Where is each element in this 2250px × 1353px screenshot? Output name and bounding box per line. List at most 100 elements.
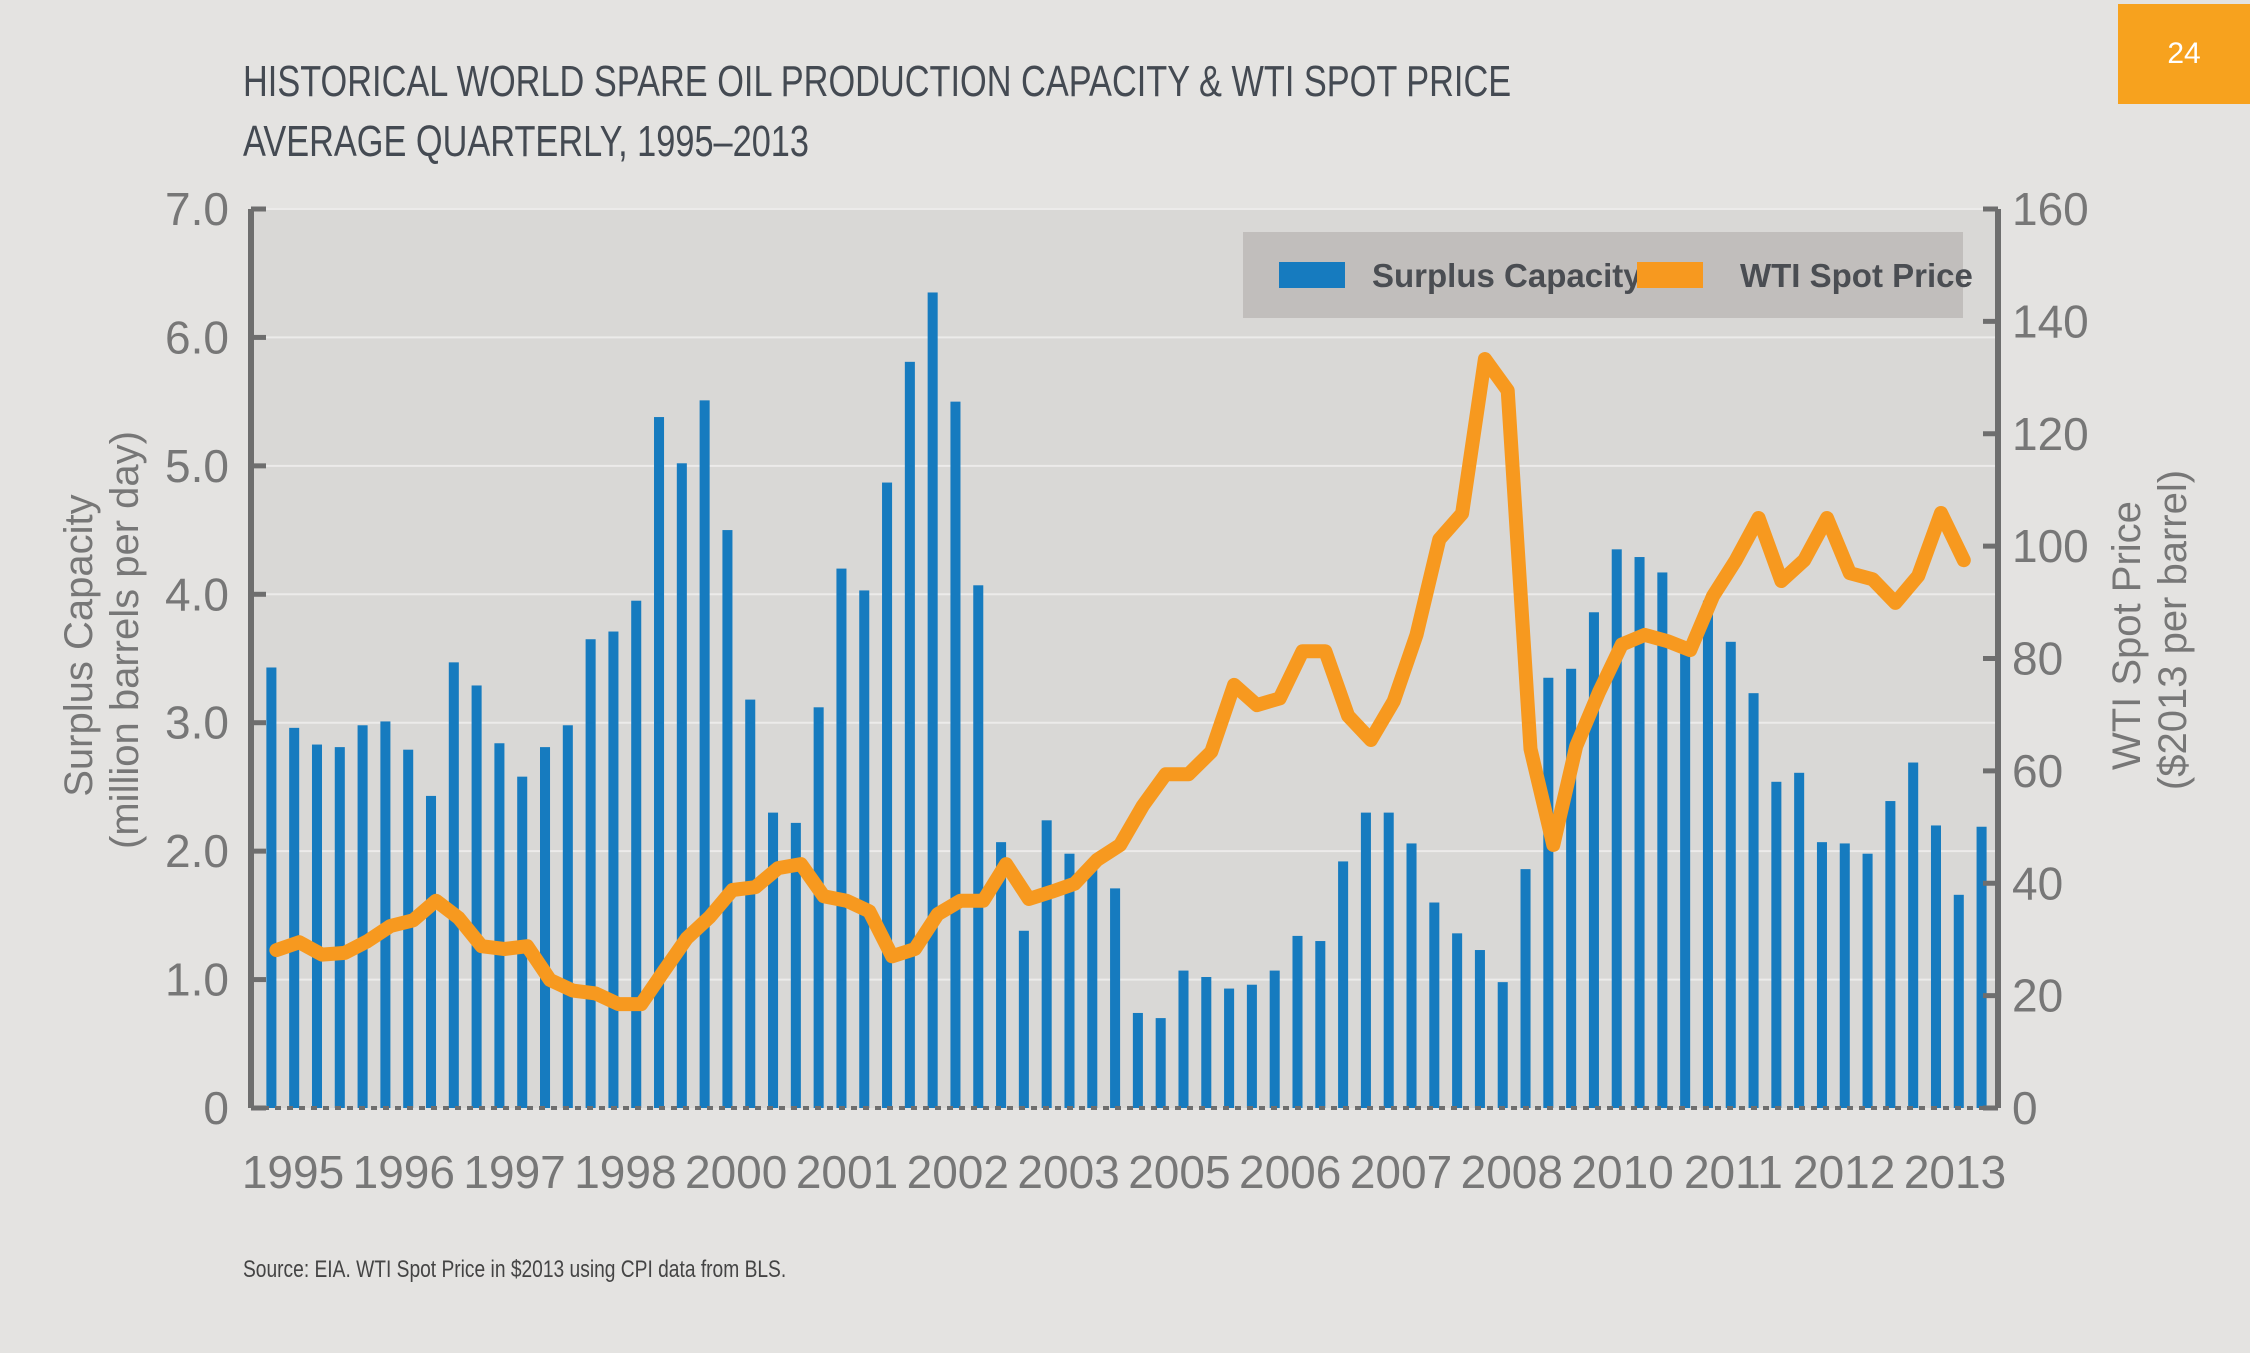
left-tick-label: 6.0 — [165, 311, 229, 363]
bar — [722, 530, 733, 1108]
source-note: Source: EIA. WTI Spot Price in $2013 usi… — [243, 1256, 787, 1283]
bar — [768, 812, 779, 1108]
bar — [1064, 853, 1075, 1108]
left-tick-label: 2.0 — [165, 825, 229, 877]
bar — [1406, 843, 1417, 1108]
left-tick-label: 1.0 — [165, 954, 229, 1006]
bar — [1201, 977, 1212, 1108]
bar — [1885, 801, 1896, 1108]
bar — [1087, 863, 1098, 1108]
line-series-wti — [269, 352, 1971, 1012]
bar — [1292, 935, 1303, 1108]
bar — [1383, 812, 1394, 1108]
x-tick-label: 2013 — [1904, 1146, 2006, 1198]
x-tick-labels: 1995 1996 1997 1998 2000 2001 2002 2003 2005 2006… — [242, 1146, 2006, 1198]
bar — [1588, 612, 1599, 1108]
bar — [1908, 762, 1919, 1108]
bar — [654, 417, 665, 1108]
x-tick-label: 2000 — [685, 1146, 787, 1198]
bar — [1976, 826, 1987, 1108]
x-tick-label: 2003 — [1017, 1146, 1119, 1198]
right-tick-label: 0 — [2012, 1082, 2038, 1134]
bar — [425, 795, 437, 1108]
bar — [631, 600, 642, 1108]
bar — [448, 662, 459, 1108]
right-y-tick-labels: 0 20 40 60 80 100 120 140 160 — [2012, 183, 2089, 1134]
legend-label-surplus-capacity: Surplus Capacity — [1372, 257, 1642, 294]
bar — [1474, 950, 1485, 1108]
bar — [1702, 600, 1713, 1108]
bar — [1360, 812, 1371, 1108]
right-tick-label: 60 — [2012, 745, 2063, 797]
x-tick-label: 1997 — [463, 1146, 565, 1198]
x-tick-label: 2012 — [1793, 1146, 1895, 1198]
bar — [1839, 843, 1850, 1108]
bar — [813, 707, 824, 1108]
bar — [1566, 668, 1577, 1108]
bar — [1657, 572, 1668, 1108]
x-tick-label: 1996 — [353, 1146, 455, 1198]
chart-title-line1: HISTORICAL WORLD SPARE OIL PRODUCTION CA… — [243, 57, 1512, 106]
bar — [1315, 941, 1326, 1108]
right-axis-title: WTI Spot Price ($2013 per barrel) — [2105, 470, 2195, 790]
bar — [1748, 693, 1759, 1108]
x-tick-label: 2002 — [907, 1146, 1009, 1198]
bar — [996, 842, 1007, 1108]
legend-swatch-wti — [1637, 262, 1703, 288]
bar — [1041, 820, 1052, 1108]
right-tick-label: 140 — [2012, 295, 2089, 347]
bar — [1497, 982, 1508, 1108]
right-tick-label: 80 — [2012, 633, 2063, 685]
bar — [1725, 641, 1736, 1108]
bar — [950, 401, 961, 1109]
x-tick-label: 2006 — [1239, 1146, 1341, 1198]
plot-area — [251, 209, 1998, 1108]
legend-label-wti: WTI Spot Price — [1740, 257, 1973, 294]
bar — [539, 747, 551, 1108]
bar — [357, 725, 368, 1108]
chart-title-line2: AVERAGE QUARTERLY, 1995–2013 — [243, 117, 809, 166]
bar — [973, 585, 984, 1108]
x-tick-label: 1998 — [574, 1146, 676, 1198]
bar — [904, 361, 915, 1109]
left-axis-title: Surplus Capacity (million barrels per da… — [57, 431, 147, 849]
x-tick-label: 2001 — [796, 1146, 898, 1198]
bar — [1771, 781, 1782, 1108]
bar — [1178, 970, 1189, 1108]
right-tick-label: 100 — [2012, 520, 2089, 572]
bar — [1862, 853, 1873, 1108]
axes — [248, 206, 2001, 1111]
bar — [859, 590, 870, 1108]
left-tick-label: 0 — [203, 1082, 229, 1134]
legend-background — [1243, 232, 1963, 318]
bar — [1930, 825, 1941, 1108]
bar — [1338, 861, 1349, 1108]
right-tick-label: 160 — [2012, 183, 2089, 235]
bar — [311, 744, 323, 1108]
x-tick-label: 2007 — [1350, 1146, 1452, 1198]
bar — [1543, 677, 1554, 1108]
bar — [1269, 970, 1280, 1108]
bar — [676, 463, 687, 1108]
bar — [266, 667, 277, 1108]
left-tick-label: 7.0 — [165, 183, 229, 235]
bar — [403, 749, 414, 1108]
chart-title: HISTORICAL WORLD SPARE OIL PRODUCTION CA… — [243, 52, 1511, 172]
bar — [494, 743, 505, 1108]
bar — [1429, 902, 1440, 1108]
x-tick-label: 2008 — [1461, 1146, 1563, 1198]
x-tick-label: 1995 — [242, 1146, 344, 1198]
bar — [882, 482, 893, 1108]
bar — [745, 699, 756, 1108]
left-y-tick-labels: 0 1.0 2.0 3.0 4.0 5.0 6.0 7.0 — [165, 183, 229, 1134]
x-tick-label: 2010 — [1571, 1146, 1673, 1198]
bar — [1953, 894, 1964, 1108]
bar — [334, 747, 345, 1108]
bar — [1611, 549, 1622, 1108]
bar — [1132, 1012, 1143, 1108]
left-tick-label: 5.0 — [165, 440, 229, 492]
left-tick-label: 3.0 — [165, 697, 229, 749]
page-number: 24 — [2118, 4, 2250, 104]
left-tick-label: 4.0 — [165, 568, 229, 620]
